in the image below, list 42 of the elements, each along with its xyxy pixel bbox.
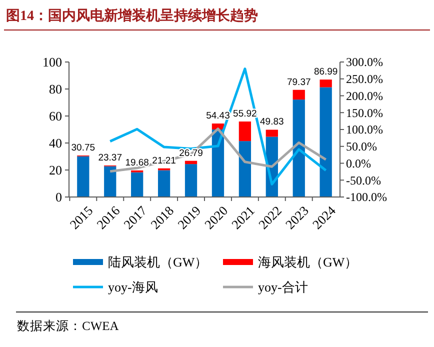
y2-tick-label: -50.0% <box>346 173 381 188</box>
bar <box>320 80 332 88</box>
y-tick-label: 40 <box>49 136 62 151</box>
bar <box>238 141 252 197</box>
y-tick-label: 80 <box>49 82 62 97</box>
total-label: 23.37 <box>98 152 122 164</box>
y2-tick-label: 200.0% <box>346 88 383 103</box>
y2-tick-label: 0.0% <box>346 156 371 170</box>
bar <box>184 160 198 164</box>
y2-tick-label: 50.0% <box>346 140 377 154</box>
y2-tick-label: -100.0% <box>346 190 387 204</box>
bar <box>184 164 198 197</box>
bar <box>292 100 305 197</box>
y-tick-label: 100 <box>42 54 62 70</box>
y2-tick-label: 150.0% <box>346 106 383 120</box>
y-tick-label: 0 <box>56 190 62 205</box>
bar <box>292 90 305 100</box>
total-label: 19.68 <box>125 157 149 168</box>
y-tick-label: 20 <box>49 162 62 178</box>
bar <box>238 122 252 142</box>
y2-tick-label: 250.0% <box>346 72 383 86</box>
legend-label: yoy-合计 <box>258 280 308 295</box>
bar <box>158 170 170 197</box>
total-label: 86.99 <box>314 66 338 78</box>
total-label: 21.21 <box>152 155 176 166</box>
bar <box>104 166 116 197</box>
total-label: 30.75 <box>71 142 96 154</box>
bar <box>266 130 278 137</box>
y2-tick-label: 300.0% <box>346 55 383 70</box>
y2-tick-label: 100.0% <box>346 122 383 137</box>
chart-title: 图14：国内风电新增装机呈持续增长趋势 <box>6 7 258 24</box>
legend-label: 陆风装机（GW） <box>108 254 208 270</box>
legend-label: yoy-海风 <box>108 280 158 295</box>
legend-label: 海风装机（GW） <box>258 254 358 270</box>
bar <box>131 172 144 197</box>
y-tick-label: 60 <box>49 108 62 124</box>
source-note: 数据来源：CWEA <box>17 319 119 333</box>
total-label: 49.83 <box>260 116 284 128</box>
total-label: 79.37 <box>286 76 311 88</box>
bar <box>77 156 90 197</box>
total-label: 26.79 <box>179 148 203 159</box>
bar <box>320 87 332 197</box>
